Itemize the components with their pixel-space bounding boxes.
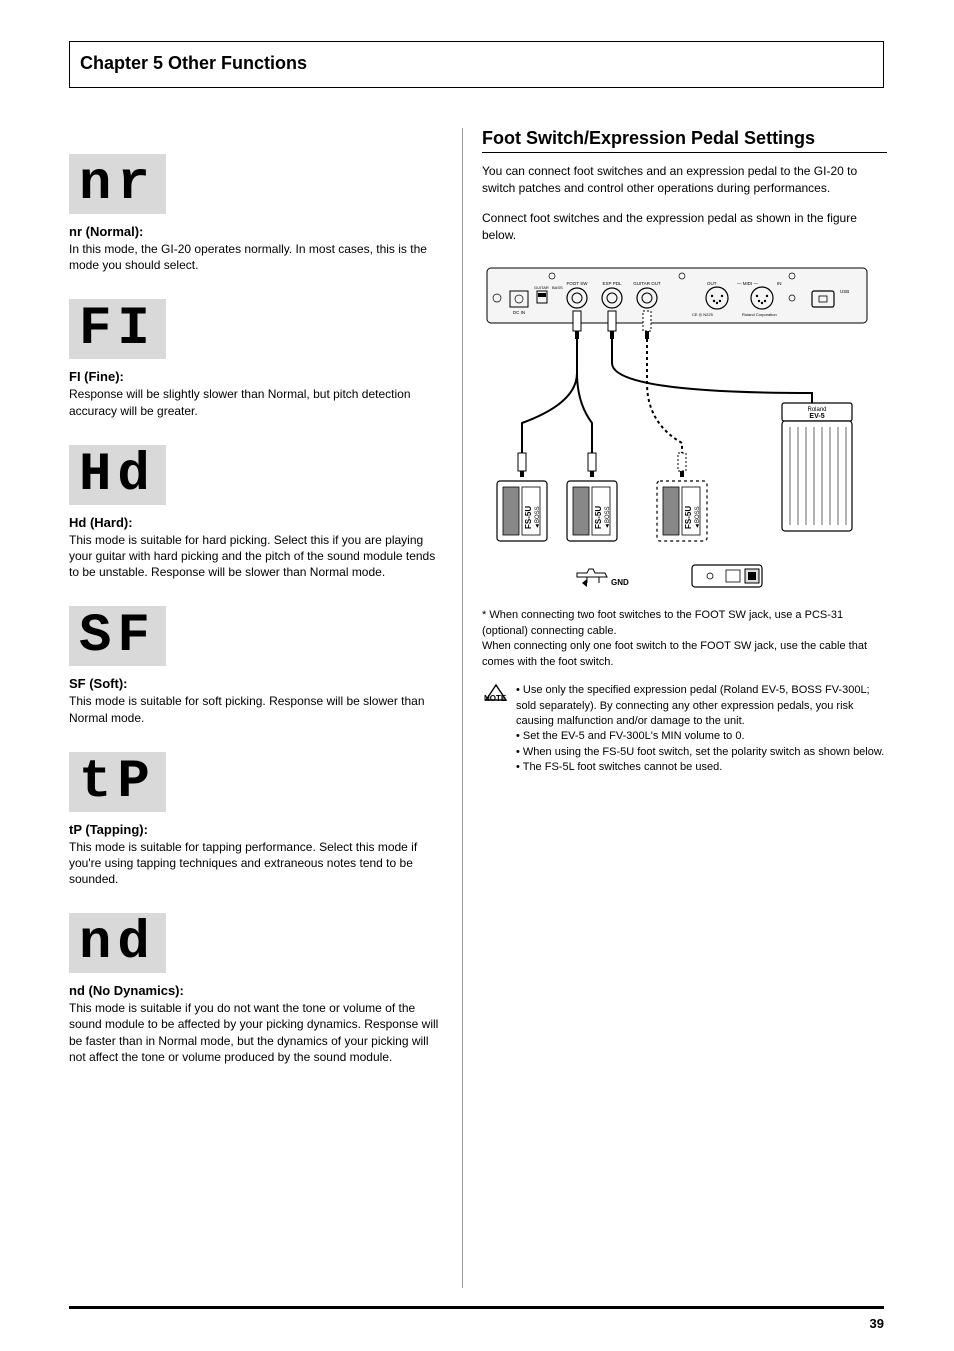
svg-text:◄BOSS: ◄BOSS: [535, 506, 541, 529]
mode-label: FI (Fine):: [69, 369, 439, 384]
svg-text:FOOT SW: FOOT SW: [567, 281, 589, 286]
cable-note-text: When connecting two foot switches to the…: [482, 609, 843, 637]
note-icon: NOTE: [482, 683, 510, 706]
svg-text:◄BOSS: ◄BOSS: [605, 506, 611, 529]
mode-desc: Response will be slightly slower than No…: [69, 386, 439, 418]
seg-display-sf: SF: [69, 606, 166, 666]
mode-block-hd: Hd Hd (Hard): This mode is suitable for …: [69, 445, 439, 581]
mode-label: nd (No Dynamics):: [69, 983, 439, 998]
section-heading: Foot Switch/Expression Pedal Settings: [482, 128, 887, 153]
seg-display-fi: FI: [69, 299, 166, 359]
note-bullet: • The FS-5L foot switches cannot be used…: [516, 760, 887, 775]
seg-display-tp: tP: [69, 752, 166, 812]
svg-text:FS-5U: FS-5U: [524, 505, 533, 528]
svg-text:←: ←: [727, 584, 741, 593]
seg-display-nr: nr: [69, 154, 166, 214]
svg-text:FS-5U: FS-5U: [594, 505, 603, 528]
cable-note-text2: When connecting only one foot switch to …: [482, 640, 867, 668]
note-bullet-text: Set the EV-5 and FV-300L's MIN volume to…: [523, 730, 745, 742]
svg-text:OUT: OUT: [707, 281, 717, 286]
svg-text:— MIDI —: — MIDI —: [737, 281, 758, 286]
svg-text:GUITAR OUT: GUITAR OUT: [633, 281, 661, 286]
svg-text:EXP PDL: EXP PDL: [603, 281, 622, 286]
note-bullet: • Set the EV-5 and FV-300L's MIN volume …: [516, 729, 887, 744]
mode-label: nr (Normal):: [69, 224, 439, 239]
mode-block-tp: tP tP (Tapping): This mode is suitable f…: [69, 752, 439, 888]
mode-desc: This mode is suitable for hard picking. …: [69, 532, 439, 581]
mode-label: SF (Soft):: [69, 676, 439, 691]
note-bullet: • When using the FS-5U foot switch, set …: [516, 745, 887, 760]
svg-text:◄BOSS: ◄BOSS: [695, 506, 701, 529]
svg-text:IN: IN: [777, 281, 782, 286]
note-row: NOTE • Use only the specified expression…: [482, 683, 887, 775]
mode-desc: This mode is suitable if you do not want…: [69, 1000, 439, 1065]
mode-label: tP (Tapping):: [69, 822, 439, 837]
svg-text:EV-5: EV-5: [809, 413, 824, 420]
note-bullet-text: When using the FS-5U foot switch, set th…: [523, 746, 884, 758]
svg-text:CE ◎ N225: CE ◎ N225: [692, 312, 714, 317]
intro-text: You can connect foot switches and an exp…: [482, 163, 887, 198]
svg-text:Roland Corporation: Roland Corporation: [742, 312, 777, 317]
connection-intro: Connect foot switches and the expression…: [482, 210, 887, 245]
svg-text:USB: USB: [840, 289, 849, 294]
svg-text:BASS: BASS: [552, 285, 563, 290]
mode-block-nd: nd nd (No Dynamics): This mode is suitab…: [69, 913, 439, 1065]
mode-block-fi: FI FI (Fine): Response will be slightly …: [69, 299, 439, 418]
mode-desc: This mode is suitable for tapping perfor…: [69, 839, 439, 888]
chapter-title: Chapter 5 Other Functions: [80, 53, 307, 74]
left-column: nr nr (Normal): In this mode, the GI-20 …: [69, 154, 439, 1091]
mode-label: Hd (Hard):: [69, 515, 439, 530]
mode-block-sf: SF SF (Soft): This mode is suitable for …: [69, 606, 439, 725]
seg-display-hd: Hd: [69, 445, 166, 505]
connection-diagram: DC IN GUITAR BASS FOOT SW EXP PDL GUITAR…: [482, 263, 872, 593]
column-divider: [462, 128, 463, 1288]
seg-display-nd: nd: [69, 913, 166, 973]
right-column: Foot Switch/Expression Pedal Settings Yo…: [482, 128, 887, 776]
note-bullet: • Use only the specified expression peda…: [516, 683, 887, 729]
mode-block-nr: nr nr (Normal): In this mode, the GI-20 …: [69, 154, 439, 273]
svg-text:DC IN: DC IN: [513, 310, 525, 315]
mode-desc: This mode is suitable for soft picking. …: [69, 693, 439, 725]
svg-text:GND: GND: [611, 578, 629, 587]
footer-rule: [69, 1306, 884, 1309]
svg-text:FS-5U: FS-5U: [684, 505, 693, 528]
mode-desc: In this mode, the GI-20 operates normall…: [69, 241, 439, 273]
note-bullet-text: The FS-5L foot switches cannot be used.: [523, 761, 723, 773]
svg-text:NOTE: NOTE: [484, 694, 507, 703]
note-body: • Use only the specified expression peda…: [516, 683, 887, 775]
cable-note: * When connecting two foot switches to t…: [482, 608, 887, 672]
svg-text:GUITAR: GUITAR: [534, 285, 549, 290]
note-bullet-text: Use only the specified expression pedal …: [516, 684, 870, 727]
page-number: 39: [870, 1316, 884, 1331]
